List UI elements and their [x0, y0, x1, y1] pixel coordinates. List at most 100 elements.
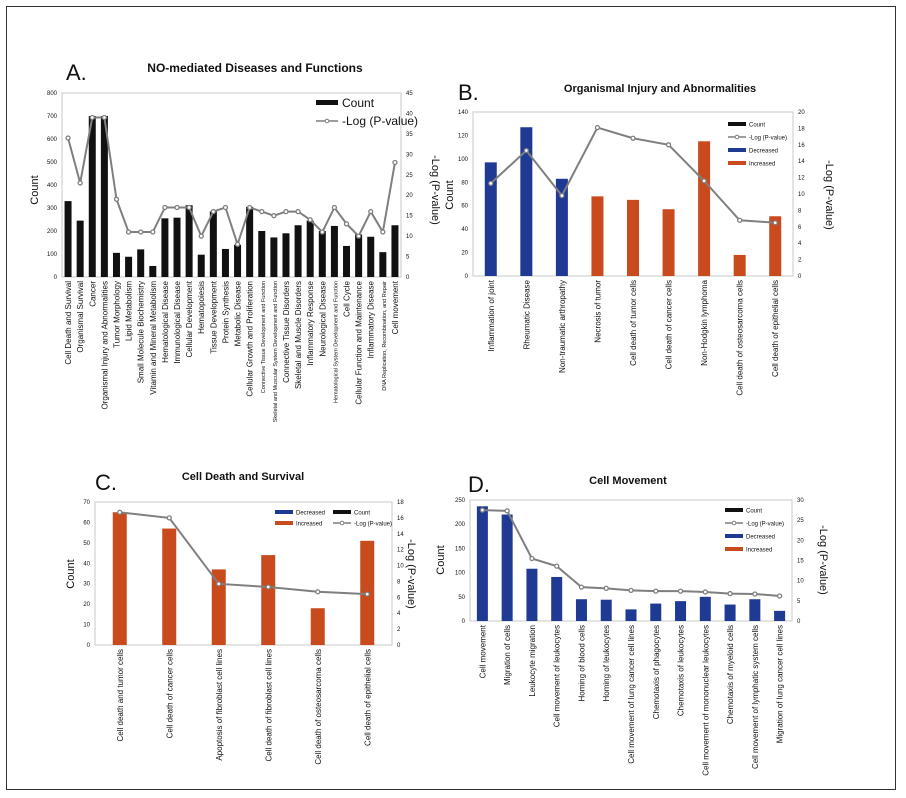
line-point — [125, 229, 132, 235]
x-tick-label: Chemotaxis of leukocytes — [677, 625, 686, 716]
panel-letter: B. — [458, 80, 479, 105]
y2-tick-label: 8 — [397, 579, 401, 585]
y2-tick-label: 12 — [397, 548, 404, 554]
y2-tick-label: 25 — [406, 173, 413, 179]
bar — [520, 127, 533, 276]
line-point — [702, 589, 708, 595]
line-point — [138, 229, 144, 235]
x-tick-label: Cell movement — [478, 624, 487, 678]
legend-swatch-point — [734, 134, 740, 140]
line-point — [117, 509, 123, 515]
legend-label: -Log (P-value) — [746, 522, 784, 528]
x-tick-label: Migration of lung cancer cell lines — [776, 625, 785, 743]
y-tick-label: 120 — [458, 133, 469, 139]
x-tick-label: Cell death of cancer cells — [665, 280, 674, 369]
legend-label: Count — [354, 511, 370, 517]
legend-swatch-count — [728, 122, 746, 126]
bar — [551, 576, 563, 621]
x-tick-label: Cell movement of lung cancer cell lines — [627, 625, 636, 764]
x-tick-label: Immunological Disease — [173, 280, 182, 363]
y2-tick-label: 18 — [798, 126, 805, 132]
x-tick-label: Hematological System Development and Fun… — [333, 281, 339, 403]
legend-swatch-increased — [725, 547, 743, 551]
x-tick-label: Lipid Metabolism — [125, 281, 134, 341]
y-tick-label: 100 — [455, 571, 466, 577]
line-point — [677, 588, 684, 594]
y-tick-label: 0 — [462, 619, 466, 625]
bar — [64, 201, 72, 277]
x-tick-label: Vitamin and Mineral Metabolism — [149, 281, 158, 395]
bar — [246, 206, 254, 277]
line-point — [392, 159, 398, 166]
legend-label: Count — [342, 96, 375, 110]
bar — [221, 248, 229, 277]
y-tick-label: 40 — [461, 227, 468, 233]
bar — [270, 237, 278, 277]
bar — [112, 512, 127, 645]
y2-tick-label: 10 — [406, 234, 413, 240]
line-point — [247, 204, 253, 211]
bar — [591, 196, 604, 276]
x-tick-label: Tumor Morphology — [112, 281, 121, 348]
y2-tick-label: 25 — [797, 518, 804, 524]
line-point — [628, 587, 634, 593]
line-point — [315, 589, 321, 595]
bar — [774, 610, 786, 621]
line-point — [150, 229, 156, 235]
y2-tick-label: 15 — [797, 559, 804, 565]
x-tick-label: Small Molecule Biochemistry — [137, 281, 146, 383]
legend: Decreased Count Increased -Log (P-value) — [275, 510, 392, 528]
line-point — [776, 593, 783, 599]
line-point — [603, 585, 609, 591]
line-point — [630, 135, 636, 141]
y-tick-label: 100 — [458, 157, 469, 163]
y-tick-label: 600 — [47, 137, 58, 143]
x-tick-label: Cell death of epithelial cells — [363, 649, 372, 746]
legend-swatch-point — [324, 118, 330, 124]
bar — [476, 506, 488, 621]
legend-label: Decreased — [296, 511, 325, 517]
bar — [367, 236, 375, 277]
bar — [137, 249, 145, 277]
y2-tick-label: 14 — [798, 159, 805, 165]
x-tick-label: Hematopoiesis — [197, 281, 206, 334]
line-point — [174, 204, 180, 211]
y2-tick-label: 10 — [797, 579, 804, 585]
x-tick-label: Tissue Development — [209, 280, 218, 353]
bar — [769, 216, 782, 276]
y-tick-label: 200 — [47, 229, 58, 235]
bar — [234, 244, 242, 277]
y2-tick-label: 10 — [798, 192, 805, 198]
bar — [306, 220, 314, 277]
legend-label: Increased — [749, 162, 775, 168]
y2-tick-label: 2 — [798, 258, 802, 264]
x-tick-label: Protein Synthesis — [221, 281, 230, 343]
chart-title: NO-mediated Diseases and Functions — [147, 61, 363, 75]
line-point — [65, 135, 71, 141]
legend-label: -Log (P-value) — [354, 522, 392, 528]
line-point — [234, 241, 241, 247]
bar — [100, 116, 108, 277]
y2-tick-label: 4 — [798, 241, 802, 247]
legend-label: Increased — [296, 522, 322, 528]
bar — [749, 599, 761, 621]
bar — [185, 205, 193, 277]
y-tick-label: 70 — [83, 500, 90, 506]
x-tick-label: Chemotaxis of myeloid cells — [726, 625, 735, 724]
y2-tick-label: 20 — [406, 193, 413, 199]
line-series — [67, 116, 396, 248]
x-tick-label: Cell death of fibroblast cell lines — [264, 649, 273, 762]
x-tick-label: DNA Replication, Recombination, and Repa… — [382, 281, 388, 391]
y-tick-label: 500 — [47, 160, 58, 166]
x-tick-label: Organismal Injury and Abnormalities — [100, 281, 109, 410]
line-point — [101, 114, 108, 121]
line-point — [488, 180, 494, 186]
legend-label: Decreased — [746, 535, 775, 541]
y2-axis-label: -Log (P-value) — [817, 525, 829, 595]
bar — [600, 599, 612, 621]
bar — [318, 231, 326, 277]
y-tick-label: 0 — [87, 643, 91, 649]
x-tick-label: Cell movement of leukocytes — [553, 625, 562, 727]
bar — [258, 231, 266, 277]
line-point — [307, 217, 313, 223]
